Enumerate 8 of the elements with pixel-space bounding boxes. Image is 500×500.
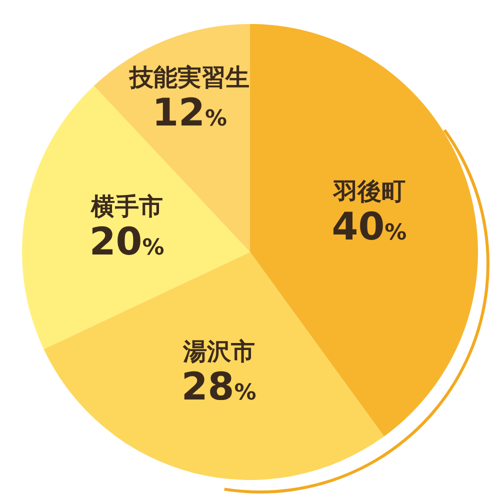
data-label: 28% [181,364,256,408]
slice-label: 羽後町 [332,177,406,206]
slice-label: 技能実習生 [128,63,250,92]
slice-label: 湯沢市 [182,337,255,366]
data-label: 20% [89,220,164,264]
slice-label: 横手市 [90,192,163,220]
data-label: 12% [152,90,228,134]
data-label: 40% [332,204,407,248]
